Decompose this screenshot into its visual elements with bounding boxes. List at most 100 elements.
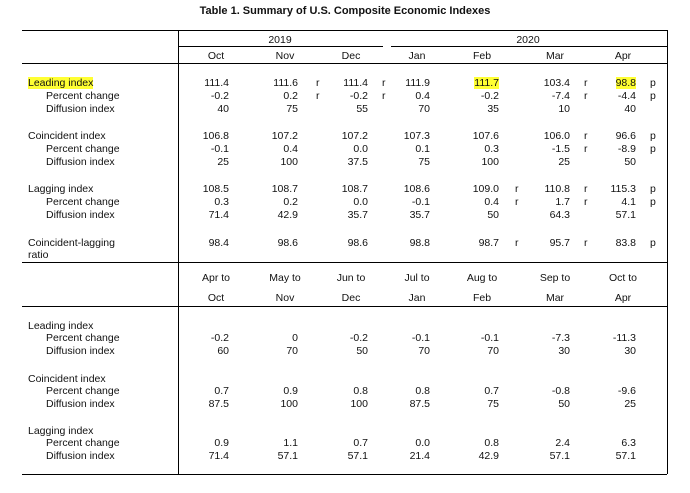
coincident-diffusion-index-value: 37.5: [347, 156, 368, 168]
ratio-value: 83.8: [615, 237, 636, 249]
leading-diffusion-index-label: Diffusion index: [46, 103, 115, 115]
revision-flag: p: [650, 237, 656, 249]
coincident-6mo-percent-change-value: 0.8: [415, 385, 430, 397]
ratio-label-cont: ratio: [28, 249, 49, 261]
leading-index-value: 98.8: [615, 77, 636, 89]
revision-flag: r: [515, 237, 519, 249]
month-header: Mar: [545, 50, 565, 62]
lagging-6mo-percent-change-value: 0.9: [214, 437, 229, 449]
leading-percent-change-value: 0.2: [283, 90, 298, 102]
ratio-value: 98.4: [208, 237, 229, 249]
leading-diffusion-index-value: 35: [487, 103, 499, 115]
lagging-6mo-percent-change-value: 0.7: [353, 437, 368, 449]
leading-percent-change-label: Percent change: [46, 90, 120, 102]
lagging-6mo-diffusion-index-value: 57.1: [615, 450, 636, 462]
coincident-6mo-percent-change-value: 0.8: [353, 385, 368, 397]
coincident-percent-change-value: 0.4: [283, 143, 298, 155]
lagging-index-value: 108.7: [341, 183, 368, 195]
ratio-value: 98.7: [478, 237, 499, 249]
leading-diffusion-index-value: 40: [217, 103, 229, 115]
coincident-index-value: 107.2: [341, 130, 368, 142]
month-header: Apr: [614, 50, 632, 62]
coincident-6mo-percent-change-value: 0.7: [214, 385, 229, 397]
lagging-diffusion-index-value: 42.9: [277, 209, 298, 221]
leading-6mo-percent-change-label: Percent change: [46, 332, 120, 344]
coincident-diffusion-index-value: 25: [217, 156, 229, 168]
leading-6mo-diffusion-index-value: 60: [217, 345, 229, 357]
lagging-diffusion-index-value: 71.4: [208, 209, 229, 221]
revision-flag: p: [650, 183, 656, 195]
revision-flag: r: [316, 77, 320, 89]
leading-index-value: 103.4: [543, 77, 570, 89]
lagging-percent-change-label: Percent change: [46, 196, 120, 208]
leading-percent-change-value: 0.4: [415, 90, 430, 102]
ratio-label: Coincident-lagging: [28, 237, 115, 249]
leading-index-value: 111.9: [405, 77, 430, 89]
coincident-diffusion-index-value: 50: [624, 156, 636, 168]
coincident-index-value: 96.6: [615, 130, 636, 142]
period-from: Oct to: [608, 272, 637, 284]
lagging-diffusion-index-label: Diffusion index: [46, 209, 115, 221]
leading-6mo-percent-change-value: -0.1: [411, 332, 430, 344]
rule-left: [178, 30, 179, 474]
revision-flag: p: [650, 90, 656, 102]
period-from: May to: [269, 272, 301, 284]
lagging-6mo-percent-change-value: 0.0: [415, 437, 430, 449]
coincident-percent-change-label: Percent change: [46, 143, 120, 155]
coincident-6mo-percent-change-value: -9.6: [617, 385, 636, 397]
rule-header-bottom: [22, 63, 667, 64]
period-to: Jan: [408, 292, 426, 304]
coincident-diffusion-index-label: Diffusion index: [46, 156, 115, 168]
lagging-diffusion-index-value: 64.3: [549, 209, 570, 221]
coincident-6mo-diffusion-index-value: 100: [280, 398, 298, 410]
coincident-6mo-diffusion-index-value: 87.5: [409, 398, 430, 410]
rule-year-2019: [178, 46, 383, 47]
leading-6mo-diffusion-index-value: 30: [558, 345, 570, 357]
leading-percent-change-value: -0.2: [349, 90, 368, 102]
month-header: Dec: [341, 50, 361, 62]
rule-bottom: [22, 474, 667, 475]
lagging-index-value: 115.3: [610, 183, 637, 195]
period-from: Jul to: [404, 272, 430, 284]
leading-index-value: 111.7: [474, 77, 499, 89]
coincident-percent-change-value: 0.3: [484, 143, 499, 155]
period-to: Nov: [275, 292, 295, 304]
lagging-percent-change-value: 0.3: [214, 196, 229, 208]
lagging-percent-change-value: -0.1: [411, 196, 430, 208]
leading-diffusion-index-value: 55: [356, 103, 368, 115]
rule-top: [22, 30, 667, 31]
period-from: Sep to: [539, 272, 571, 284]
lagging-index-value: 110.8: [544, 183, 571, 195]
revision-flag: p: [650, 196, 656, 208]
leading-diffusion-index-value: 10: [558, 103, 570, 115]
coincident-index-value: 107.2: [271, 130, 298, 142]
revision-flag: r: [584, 77, 588, 89]
period-to: Feb: [472, 292, 492, 304]
leading-percent-change-value: -7.4: [551, 90, 570, 102]
table-title: Table 1. Summary of U.S. Composite Econo…: [199, 5, 491, 17]
lagging-diffusion-index-value: 50: [487, 209, 499, 221]
coincident-index-label: Coincident index: [28, 130, 106, 142]
coincident-diffusion-index-value: 75: [418, 156, 430, 168]
leading-6mo-diffusion-index-value: 30: [624, 345, 636, 357]
revision-flag: r: [584, 183, 588, 195]
lagging-percent-change-value: 0.4: [484, 196, 499, 208]
coincident-diffusion-index-value: 25: [558, 156, 570, 168]
month-header: Jan: [408, 50, 426, 62]
revision-flag: r: [584, 90, 588, 102]
revision-flag: r: [382, 77, 386, 89]
revision-flag: p: [650, 77, 656, 89]
lagging-6mo-percent-change-value: 2.4: [555, 437, 570, 449]
revision-flag: r: [316, 90, 320, 102]
coincident-6mo-diffusion-index-value: 100: [350, 398, 368, 410]
revision-flag: p: [650, 143, 656, 155]
coincident-percent-change-value: -1.5: [551, 143, 570, 155]
period-from: Aug to: [466, 272, 498, 284]
leading-percent-change-value: -0.2: [480, 90, 499, 102]
leading-6mo-diffusion-index-value: 50: [356, 345, 368, 357]
rule-right: [667, 30, 668, 474]
rule-mid: [22, 262, 667, 263]
leading-6mo-percent-change-value: -0.1: [480, 332, 499, 344]
leading-6mo-percent-change-value: 0: [292, 332, 298, 344]
coincident-index-value: 107.6: [472, 130, 499, 142]
